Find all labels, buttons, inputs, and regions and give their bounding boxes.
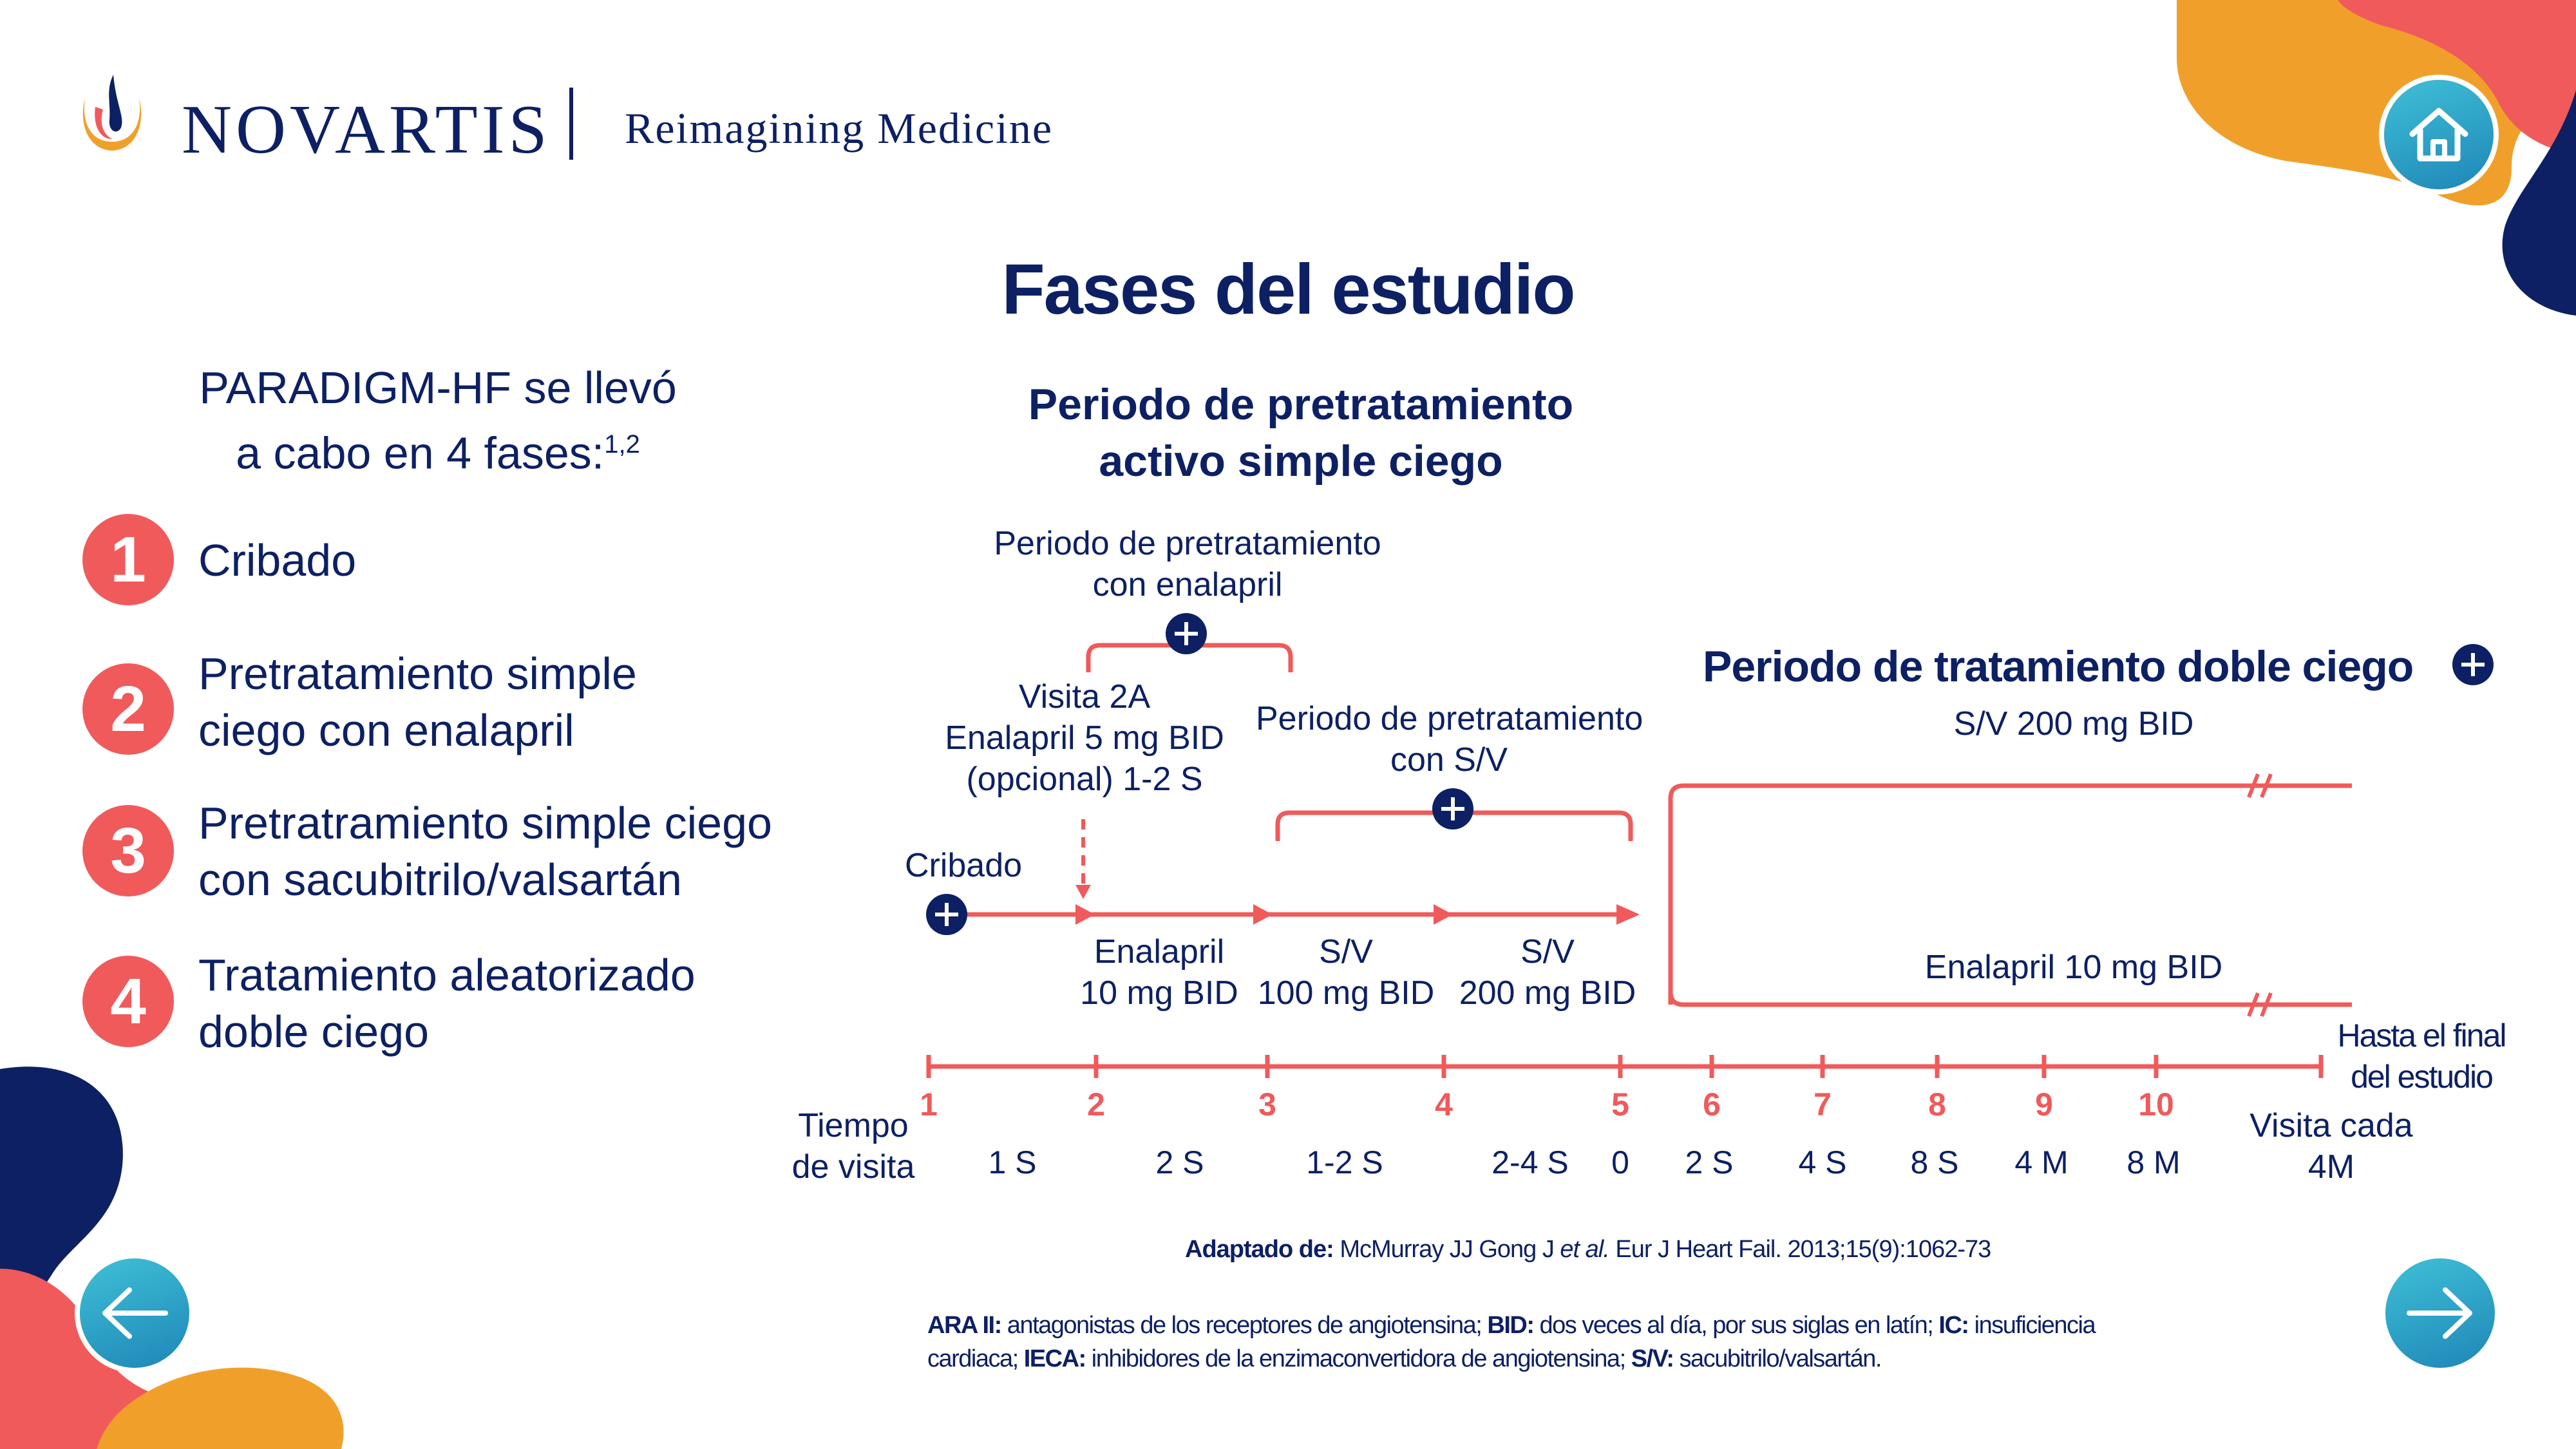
arrowhead-visit-2a xyxy=(1075,885,1091,899)
arrow-right-icon xyxy=(2407,1287,2472,1339)
end-of-study-label: Hasta el final del estudio xyxy=(2337,1018,2506,1095)
bottom-left-decoration xyxy=(0,1066,344,1449)
duration-label: 2-4 S xyxy=(1492,1144,1569,1180)
arm-enalapril-label: Enalapril 10 mg BID xyxy=(1924,949,2223,986)
arrowhead-1 xyxy=(1075,904,1095,925)
duration-label: 4 M xyxy=(2014,1144,2069,1180)
phase-number-2: 2 xyxy=(82,663,174,755)
tick-label: 7 xyxy=(1814,1086,1832,1122)
tick-label: 2 xyxy=(1087,1086,1105,1122)
phase-number-4: 4 xyxy=(82,956,174,1047)
plus-circle-icon xyxy=(926,613,2494,935)
intro-line-1: PARADIGM-HF se llevó xyxy=(199,363,677,413)
dose-sv200-label: S/V 200 mg BID xyxy=(1459,933,1636,1012)
intro-line-2: a cabo en 4 fases:1,2 xyxy=(236,428,640,478)
reference-note: Adaptado de: McMurray JJ Gong J et al. E… xyxy=(1185,1236,1991,1263)
double-blind-bracket xyxy=(1668,783,2352,1005)
duration-label: 2 S xyxy=(1685,1144,1734,1180)
tick-label: 1 xyxy=(920,1086,938,1122)
arrowhead-2 xyxy=(1253,904,1273,925)
visit-every-label: Visita cada 4M xyxy=(2249,1107,2413,1186)
arm-sv-label: S/V 200 mg BID xyxy=(1953,705,2194,743)
enalapril-period-label: Periodo de pretratamiento con enalapril xyxy=(994,525,1381,603)
enalapril-arm-line xyxy=(1668,991,2352,1007)
tick-label: 10 xyxy=(2138,1086,2174,1122)
duration-label: 8 M xyxy=(2126,1144,2181,1180)
tick-label: 3 xyxy=(1258,1086,1276,1122)
tagline: Reimagining Medicine xyxy=(625,104,1054,153)
active-period-title: Periodo de pretratamiento activo simple … xyxy=(1028,380,1574,486)
phase-number-3: 3 xyxy=(82,805,174,896)
phase-label-2: Pretratamiento simple ciego con enalapri… xyxy=(198,649,637,755)
header-separator xyxy=(569,88,573,160)
screening-label: Cribado xyxy=(904,847,1023,884)
novartis-logo-text: NOVARTIS xyxy=(182,91,551,168)
phase-label-1: Cribado xyxy=(198,535,357,585)
tick-label: 9 xyxy=(2035,1086,2053,1122)
arrowhead-4 xyxy=(1616,904,1640,925)
previous-button[interactable] xyxy=(80,1258,189,1368)
duration-label: 8 S xyxy=(1910,1144,1959,1180)
phase-number-1: 1 xyxy=(82,514,174,605)
duration-label: 4 S xyxy=(1798,1144,1847,1180)
duration-label: 2 S xyxy=(1155,1144,1204,1180)
duration-label: 1 S xyxy=(988,1144,1037,1180)
visit-2a-label: Visita 2A Enalapril 5 mg BID (opcional) … xyxy=(945,678,1224,798)
intro-text: PARADIGM-HF se llevó a cabo en 4 fases:1… xyxy=(116,359,760,481)
duration-label: 0 xyxy=(1611,1144,1629,1180)
home-icon xyxy=(2409,108,2468,162)
phase-label-4: Tratamiento aleatorizado doble ciego xyxy=(198,950,696,1057)
duration-label: 1-2 S xyxy=(1306,1144,1383,1180)
dose-enalapril-label: Enalapril 10 mg BID xyxy=(1080,933,1238,1012)
dose-sv100-label: S/V 100 mg BID xyxy=(1257,933,1435,1012)
home-button[interactable] xyxy=(2384,80,2494,189)
visit-time-label: Tiempo de visita xyxy=(791,1107,915,1186)
phase-label-3: Pretratramiento simple ciego con sacubit… xyxy=(198,798,772,905)
tick-label: 5 xyxy=(1611,1086,1629,1122)
tick-label: 6 xyxy=(1703,1086,1721,1122)
double-blind-title: Periodo de tratamiento doble ciego xyxy=(1703,642,2414,691)
novartis-flame-logo xyxy=(82,75,142,151)
arrow-left-icon xyxy=(102,1287,168,1339)
abbreviations-note: ARA II: antagonistas de los receptores d… xyxy=(927,1312,2096,1372)
tick-label: 4 xyxy=(1435,1086,1453,1122)
sv-period-label: Periodo de pretratamiento con S/V xyxy=(1256,700,1643,779)
arrowhead-3 xyxy=(1434,904,1453,925)
next-button[interactable] xyxy=(2385,1258,2495,1368)
page-title: Fases del estudio xyxy=(1001,250,1575,329)
tick-label: 8 xyxy=(1928,1086,1946,1122)
